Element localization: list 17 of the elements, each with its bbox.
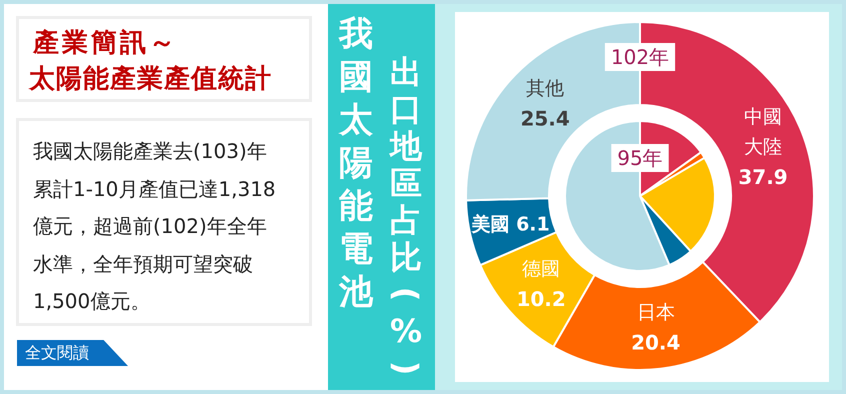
text: 出口地區占比(%) xyxy=(387,53,425,376)
text: 全文閱讀 xyxy=(25,343,89,364)
slice-label: 102年 xyxy=(610,45,670,69)
text: 產業簡訊～ xyxy=(33,27,178,60)
data-label: 25.4 xyxy=(520,106,570,130)
slice-label: 德國 xyxy=(522,258,560,280)
data-label: 20.4 xyxy=(631,330,680,355)
slice-label: 95年 xyxy=(617,146,663,170)
text: 我國太陽能電池 xyxy=(338,14,374,312)
text: 我國太陽能產業去(103)年累計1-10月產值已達1,318億元，超過前(102)年全年水準，全年預期可望突破1,500億元。 xyxy=(33,138,277,315)
text: 太陽能產業產值統計 xyxy=(29,63,272,96)
data-label: 10.2 xyxy=(516,287,566,312)
slice-label: 美國 6.1 xyxy=(470,214,550,236)
slice-label: 中國大陸 xyxy=(744,106,782,158)
slice-label: 日本 xyxy=(636,302,675,324)
data-label: 37.9 xyxy=(738,164,788,189)
slice-label: 其他 xyxy=(526,77,564,100)
